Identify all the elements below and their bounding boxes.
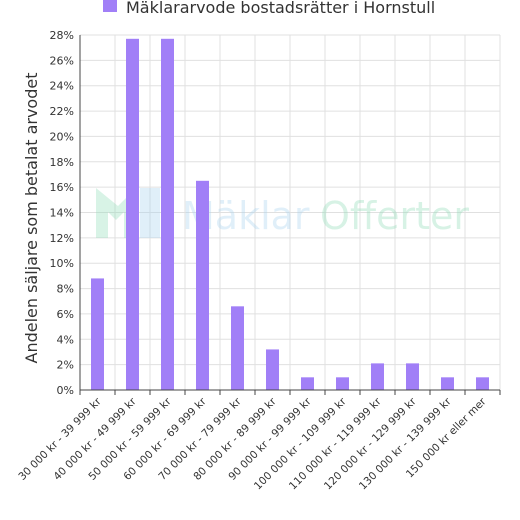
- y-tick-label: 8%: [57, 283, 74, 296]
- bar[interactable]: [406, 363, 419, 390]
- y-tick-label: 14%: [50, 207, 74, 220]
- y-tick-label: 2%: [57, 359, 74, 372]
- watermark: Mäklar Offerter: [96, 188, 469, 238]
- y-tick-labels: 0% 2% 4% 6% 8% 10% 12% 14% 16% 18% 20% 22% 24% 26% 28%: [50, 29, 74, 397]
- legend-swatch: [103, 0, 117, 12]
- grid: [79, 34, 501, 391]
- bar[interactable]: [301, 377, 314, 390]
- bar[interactable]: [91, 278, 104, 390]
- y-tick-label: 22%: [50, 105, 74, 118]
- y-tick-label: 4%: [57, 333, 74, 346]
- y-tick-label: 10%: [50, 257, 74, 270]
- y-tick-label: 12%: [50, 232, 74, 245]
- y-tick-label: 26%: [50, 54, 74, 67]
- bar[interactable]: [126, 38, 139, 391]
- bar[interactable]: [336, 377, 349, 390]
- y-tick-label: 24%: [50, 80, 74, 93]
- bars: [91, 38, 489, 391]
- axes: [79, 35, 501, 395]
- bar[interactable]: [161, 38, 174, 391]
- bar[interactable]: [266, 349, 279, 390]
- legend[interactable]: Mäklararvode bostadsrätter i Hornstull: [103, 0, 435, 17]
- y-tick-label: 18%: [50, 156, 74, 169]
- y-tick-label: 28%: [50, 29, 74, 42]
- y-axis-label: Andelen säljare som betalat arvodet: [22, 73, 41, 364]
- bar[interactable]: [441, 377, 454, 390]
- bar[interactable]: [196, 180, 209, 390]
- bar[interactable]: [371, 363, 384, 390]
- y-tick-label: 20%: [50, 130, 74, 143]
- bar[interactable]: [476, 377, 489, 390]
- watermark-text-b: Offerter: [320, 194, 469, 238]
- y-tick-label: 16%: [50, 181, 74, 194]
- legend-label: Mäklararvode bostadsrätter i Hornstull: [126, 0, 435, 17]
- y-tick-label: 0%: [57, 384, 74, 397]
- y-tick-label: 6%: [57, 308, 74, 321]
- bar[interactable]: [231, 306, 244, 390]
